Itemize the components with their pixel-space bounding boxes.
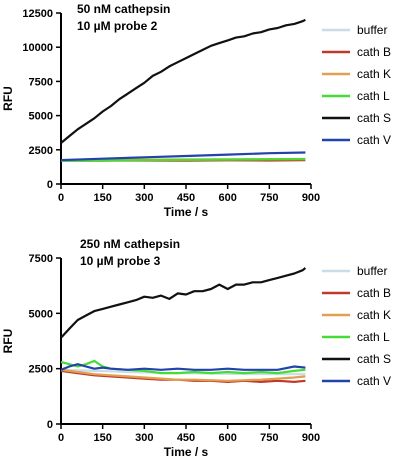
legend-label: cath L — [357, 330, 390, 344]
legend-label: buffer — [357, 23, 387, 37]
x-tick-label: 750 — [260, 192, 278, 204]
legend-label: buffer — [357, 264, 387, 278]
series-line-cath-l — [60, 359, 306, 375]
x-tick-label: 0 — [58, 432, 64, 444]
y-tick-label: 7500 — [29, 76, 53, 88]
x-tick-label: 150 — [93, 192, 111, 204]
x-tick-label: 300 — [135, 192, 153, 204]
x-tick-label: 450 — [177, 192, 195, 204]
series-line-cath-s — [60, 267, 307, 339]
y-axis-title: RFU — [1, 86, 15, 111]
legend-label: cath S — [357, 111, 391, 125]
y-axis-title: RFU — [1, 329, 15, 354]
x-tick-label: 600 — [218, 192, 236, 204]
y-tick-label: 0 — [47, 179, 53, 191]
x-tick-label: 0 — [58, 192, 64, 204]
series-line-cath-s — [60, 18, 306, 144]
x-tick-label: 900 — [302, 192, 320, 204]
chart-panel-top: 0 150 300 450 600 750 900 0 2500 5000 7500 10000 125… — [1, 2, 391, 219]
panel-title-line1: 250 nM cathepsin — [80, 237, 180, 251]
x-axis-title: Time / s — [164, 445, 209, 459]
y-tick-label: 10000 — [22, 42, 53, 54]
x-tick-label: 750 — [260, 432, 278, 444]
legend-label: cath V — [357, 133, 391, 147]
legend-label: cath K — [357, 308, 391, 322]
panel-title-line1: 50 nM cathepsin — [77, 2, 170, 16]
y-tick-label: 0 — [47, 419, 53, 431]
y-tick-label: 5000 — [29, 111, 53, 123]
chart-panel-bottom: 0 150 300 450 600 750 900 0 2500 5000 7500 Time / s… — [1, 237, 391, 459]
legend-label: cath B — [357, 45, 391, 59]
x-tick-label: 150 — [93, 432, 111, 444]
y-tick-label: 12500 — [22, 8, 53, 20]
series-line-cath-v — [60, 151, 306, 162]
x-tick-label: 450 — [177, 432, 195, 444]
y-tick-label: 2500 — [29, 364, 53, 376]
series-line-cath-v — [60, 363, 306, 371]
legend-label: cath L — [357, 89, 390, 103]
legend-label: cath V — [357, 374, 391, 388]
legend-label: cath S — [357, 352, 391, 366]
panel-title-line2: 10 µM probe 2 — [77, 19, 158, 33]
panel-title-line2: 10 µM probe 3 — [80, 254, 161, 268]
y-tick-label: 5000 — [29, 308, 53, 320]
series-line-cath-k — [60, 368, 306, 382]
x-axis-title: Time / s — [164, 205, 209, 219]
legend-label: cath B — [357, 286, 391, 300]
x-tick-label: 300 — [135, 432, 153, 444]
series-line-cath-l — [60, 158, 306, 162]
y-tick-label: 7500 — [29, 253, 53, 265]
legend-label: cath K — [357, 67, 391, 81]
y-tick-label: 2500 — [29, 145, 53, 157]
x-tick-label: 600 — [218, 432, 236, 444]
x-tick-label: 900 — [302, 432, 320, 444]
